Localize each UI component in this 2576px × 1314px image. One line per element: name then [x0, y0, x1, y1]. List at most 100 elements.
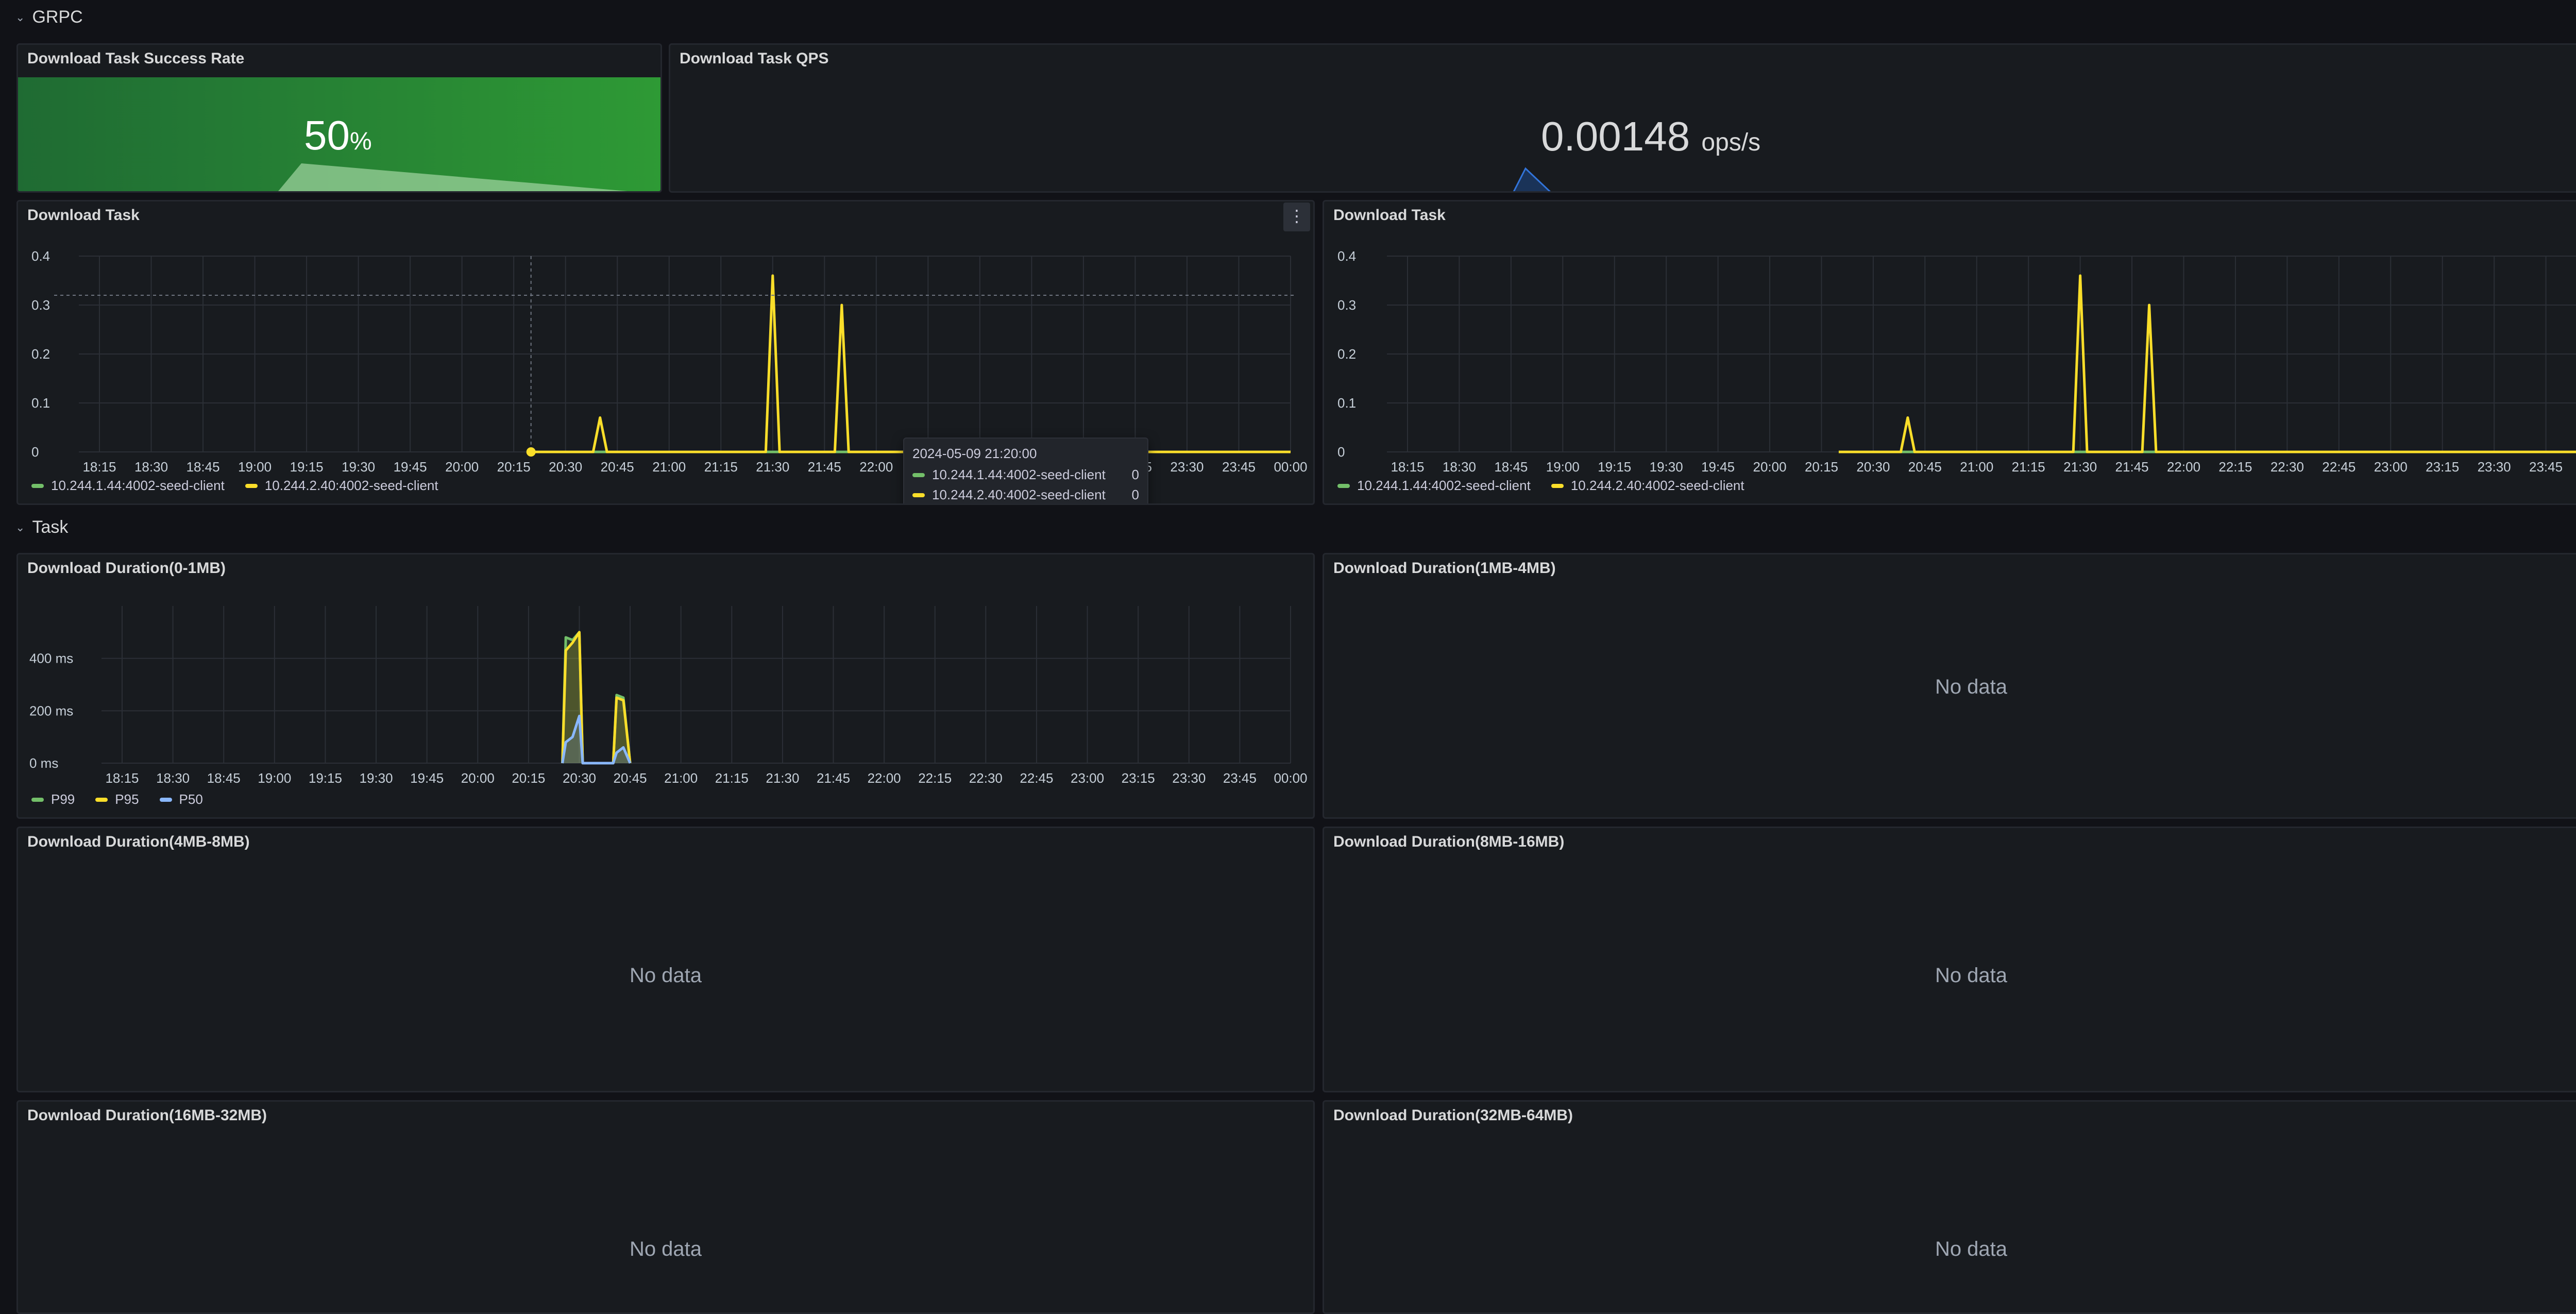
x-tick-label: 23:00	[2374, 459, 2408, 475]
x-tick-label: 20:30	[1856, 459, 1890, 475]
legend-item[interactable]: P95	[95, 791, 139, 807]
y-tick-label: 0.4	[1337, 248, 1356, 264]
x-tick-label: 20:15	[1805, 459, 1838, 475]
duration-chart[interactable]: 18:15 18:30 18:45 19:00 19:15 19:30 19:45 20:00…	[18, 554, 1315, 819]
kebab-menu-icon[interactable]: ⋮	[1283, 203, 1310, 231]
legend-item[interactable]: P50	[159, 791, 203, 807]
no-data-message: No data	[1935, 964, 2008, 987]
x-tick-label: 18:15	[82, 459, 116, 475]
x-tick-label: 19:45	[1701, 459, 1735, 475]
x-tick-label: 22:00	[859, 459, 893, 475]
tooltip-row: 10.244.1.44:4002-seed-client 0	[912, 467, 1139, 483]
panel-qps[interactable]: Download Task QPS 0.00148 ops/s	[669, 43, 2576, 193]
x-tick-label: 22:15	[2218, 459, 2252, 475]
legend-item[interactable]: 10.244.1.44:4002-seed-client	[31, 478, 225, 494]
x-tick-label: 21:30	[766, 770, 799, 786]
y-tick-label: 0.3	[1337, 297, 1356, 313]
panel-title: Download Duration(8MB-16MB)	[1333, 833, 1565, 850]
panel-title: Download Duration(4MB-8MB)	[27, 833, 250, 850]
download-task-chart[interactable]: 18:15 18:30 18:45 19:00 19:15 19:30 19:45 20:00…	[18, 201, 1315, 505]
x-tick-label: 20:00	[461, 770, 495, 786]
x-tick-label: 21:00	[1960, 459, 1993, 475]
panel-title: Download Task Success Rate	[27, 50, 245, 67]
legend: 10.244.1.44:4002-seed-client 10.244.2.40…	[31, 478, 438, 494]
grid	[101, 606, 1291, 764]
panel-duration-1-4mb[interactable]: Download Duration(1MB-4MB) No data	[1323, 553, 2576, 819]
x-tick-label: 22:00	[2167, 459, 2200, 475]
legend: 10.244.1.44:4002-seed-client 10.244.2.40…	[1337, 478, 1744, 494]
no-data-message: No data	[629, 964, 702, 987]
x-tick-label: 21:45	[808, 459, 841, 475]
legend: P99 P95 P50	[31, 791, 203, 807]
x-tick-label: 20:45	[614, 770, 647, 786]
row-title: GRPC	[32, 7, 83, 27]
legend-item[interactable]: 10.244.2.40:4002-seed-client	[1551, 478, 1744, 494]
x-tick-label: 22:15	[918, 770, 952, 786]
x-tick-label: 21:45	[2115, 459, 2149, 475]
panel-download-task-left[interactable]: Download Task ⋮ 18:15 18:30 18:45 19:00 19:1…	[16, 200, 1315, 505]
grid	[1387, 256, 2576, 452]
legend-item[interactable]: 10.244.2.40:4002-seed-client	[245, 478, 438, 494]
panel-title: Download Task	[27, 207, 140, 224]
x-tick-label: 19:00	[238, 459, 272, 475]
x-tick-label: 19:15	[290, 459, 324, 475]
x-tick-label: 22:45	[1020, 770, 1053, 786]
legend-item[interactable]: 10.244.1.44:4002-seed-client	[1337, 478, 1531, 494]
no-data-message: No data	[1935, 676, 2008, 698]
x-tick-label: 20:30	[549, 459, 582, 475]
panel-duration-8-16mb[interactable]: Download Duration(8MB-16MB) No data	[1323, 827, 2576, 1092]
x-tick-label: 23:30	[1170, 459, 1204, 475]
x-tick-label: 23:00	[1071, 770, 1104, 786]
y-tick-label: 0 ms	[29, 755, 58, 771]
x-tick-label: 23:45	[1223, 770, 1257, 786]
y-tick-label: 0.2	[1337, 346, 1356, 362]
x-tick-label: 21:00	[652, 459, 686, 475]
x-tick-label: 18:45	[1494, 459, 1528, 475]
tooltip-time: 2024-05-09 21:20:00	[912, 446, 1037, 461]
download-task-chart[interactable]: 18:15 18:30 18:45 19:00 19:15 19:30 19:45 20:00…	[1324, 201, 2576, 505]
y-tick-label: 200 ms	[29, 703, 73, 718]
x-tick-label: 21:30	[2063, 459, 2097, 475]
x-tick-label: 23:15	[1122, 770, 1155, 786]
x-tick-label: 18:45	[207, 770, 241, 786]
x-tick-label: 23:30	[1172, 770, 1206, 786]
panel-title: Download Duration(1MB-4MB)	[1333, 560, 1556, 577]
series-line	[1838, 274, 2576, 453]
x-tick-label: 18:15	[105, 770, 139, 786]
panel-duration-32-64mb[interactable]: Download Duration(32MB-64MB) No data	[1323, 1100, 2576, 1314]
panel-title: Download Duration(32MB-64MB)	[1333, 1107, 1573, 1124]
panel-title: Download Task	[1333, 207, 1446, 224]
stat-value: 50%	[304, 112, 372, 158]
x-tick-label: 19:15	[1598, 459, 1631, 475]
panel-duration-16-32mb[interactable]: Download Duration(16MB-32MB) No data	[16, 1100, 1315, 1314]
chart-tooltip: 2024-05-09 21:20:00 10.244.1.44:4002-see…	[903, 437, 1148, 503]
panel-success-rate[interactable]: Download Task Success Rate 50%	[16, 43, 662, 193]
x-tick-label: 18:30	[134, 459, 168, 475]
x-tick-label: 21:30	[756, 459, 789, 475]
y-tick-label: 0	[31, 444, 39, 460]
row-header-grpc[interactable]: ⌄ GRPC	[15, 7, 83, 27]
qps-sparkline	[1513, 167, 1551, 191]
x-tick-label: 20:15	[512, 770, 545, 786]
x-tick-label: 19:45	[394, 459, 427, 475]
x-tick-label: 20:45	[1908, 459, 1942, 475]
legend-item[interactable]: P99	[31, 791, 75, 807]
series-line	[561, 715, 632, 765]
row-header-task[interactable]: ⌄ Task	[15, 517, 68, 537]
panel-duration-4-8mb[interactable]: Download Duration(4MB-8MB) No data	[16, 827, 1315, 1092]
panel-title: Download Duration(16MB-32MB)	[27, 1107, 267, 1124]
y-tick-label: 0.4	[31, 248, 50, 264]
x-tick-label: 19:00	[258, 770, 291, 786]
sparkline-area	[278, 163, 628, 191]
x-tick-label: 20:15	[497, 459, 531, 475]
panel-title: Download Duration(0-1MB)	[27, 560, 226, 577]
x-tick-label: 21:00	[664, 770, 698, 786]
x-tick-label: 18:15	[1391, 459, 1424, 475]
panel-duration-0-1mb[interactable]: Download Duration(0-1MB) 18:15 18:30 18:45…	[16, 553, 1315, 819]
panel-download-task-right[interactable]: Download Task 18:15 18:30 18:45 19:00 19:15 1…	[1323, 200, 2576, 505]
x-tick-label: 00:00	[1274, 459, 1307, 475]
x-tick-label: 22:45	[2322, 459, 2355, 475]
y-tick-label: 0	[1337, 444, 1345, 460]
y-tick-label: 0.1	[31, 395, 50, 411]
panel-title: Download Task QPS	[680, 50, 829, 67]
